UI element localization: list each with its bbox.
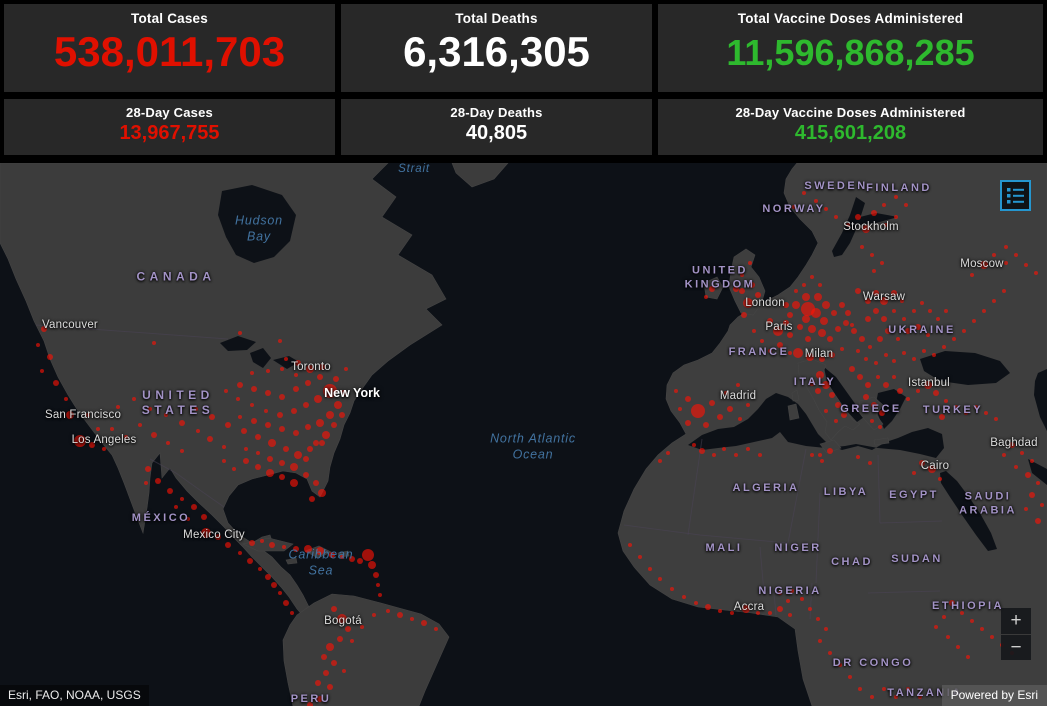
powered-by-esri[interactable]: Powered by Esri [941,685,1047,706]
stat-panel-28day-vaccine-doses: 28-Day Vaccine Doses Administered 415,60… [658,99,1043,155]
map-attribution: Esri, FAO, NOAA, USGS [0,685,149,706]
stat-title-total-vaccine-doses: Total Vaccine Doses Administered [737,11,964,26]
country-borders [35,324,943,620]
stat-value-28day-cases: 13,967,755 [119,122,220,144]
stat-value-28day-deaths: 40,805 [465,122,528,144]
legend-list-icon [1007,188,1024,204]
stat-value-total-deaths: 6,316,305 [403,28,590,75]
caspian-sea-water [1034,369,1047,431]
landmass-eurasia-africa [617,163,1047,706]
landmass-british-isles [703,248,766,316]
legend-button[interactable] [1000,180,1031,211]
case-dots-layer[interactable] [36,191,1044,706]
stat-value-total-vaccine-doses: 11,596,868,285 [726,32,975,73]
stats-header: Total Cases 538,011,703 Total Deaths 6,3… [0,0,1047,163]
baltic-sea-water [832,197,865,257]
landmass-greenland-tip [451,163,509,188]
aegean-sea-water [876,389,906,429]
stat-value-28day-vaccine-doses: 415,601,208 [794,122,907,144]
world-map[interactable]: Strait Hudson Bay CANADA Vancouver Toronto Ne… [0,163,1047,706]
stat-title-28day-vaccine-doses: 28-Day Vaccine Doses Administered [735,105,966,120]
stat-value-total-cases: 538,011,703 [53,28,286,75]
basemap-svg[interactable] [0,163,1047,706]
stat-title-total-deaths: Total Deaths [455,11,538,26]
black-sea-water [920,351,1010,385]
mediterranean-sea-water [688,393,944,458]
stat-panel-28day-deaths: 28-Day Deaths 40,805 [341,99,652,155]
persian-gulf-water [1028,459,1047,485]
zoom-control: + − [1001,608,1031,660]
stat-title-total-cases: Total Cases [131,11,208,26]
stat-panel-28day-cases: 28-Day Cases 13,967,755 [4,99,335,155]
stat-title-28day-cases: 28-Day Cases [126,105,213,120]
hudson-bay-water [218,185,296,263]
zoom-in-button[interactable]: + [1001,608,1031,634]
stat-title-28day-deaths: 28-Day Deaths [450,105,543,120]
zoom-out-button[interactable]: − [1001,634,1031,660]
stat-panel-total-deaths: Total Deaths 6,316,305 [341,4,652,92]
red-sea-water [940,471,997,551]
stat-panel-total-cases: Total Cases 538,011,703 [4,4,335,92]
stat-panel-total-vaccine-doses: Total Vaccine Doses Administered 11,596,… [658,4,1043,92]
adriatic-sea-water [824,367,864,422]
landmass-south-america [282,593,450,706]
great-lakes-water [220,336,256,351]
landmass-north-america [0,163,509,619]
